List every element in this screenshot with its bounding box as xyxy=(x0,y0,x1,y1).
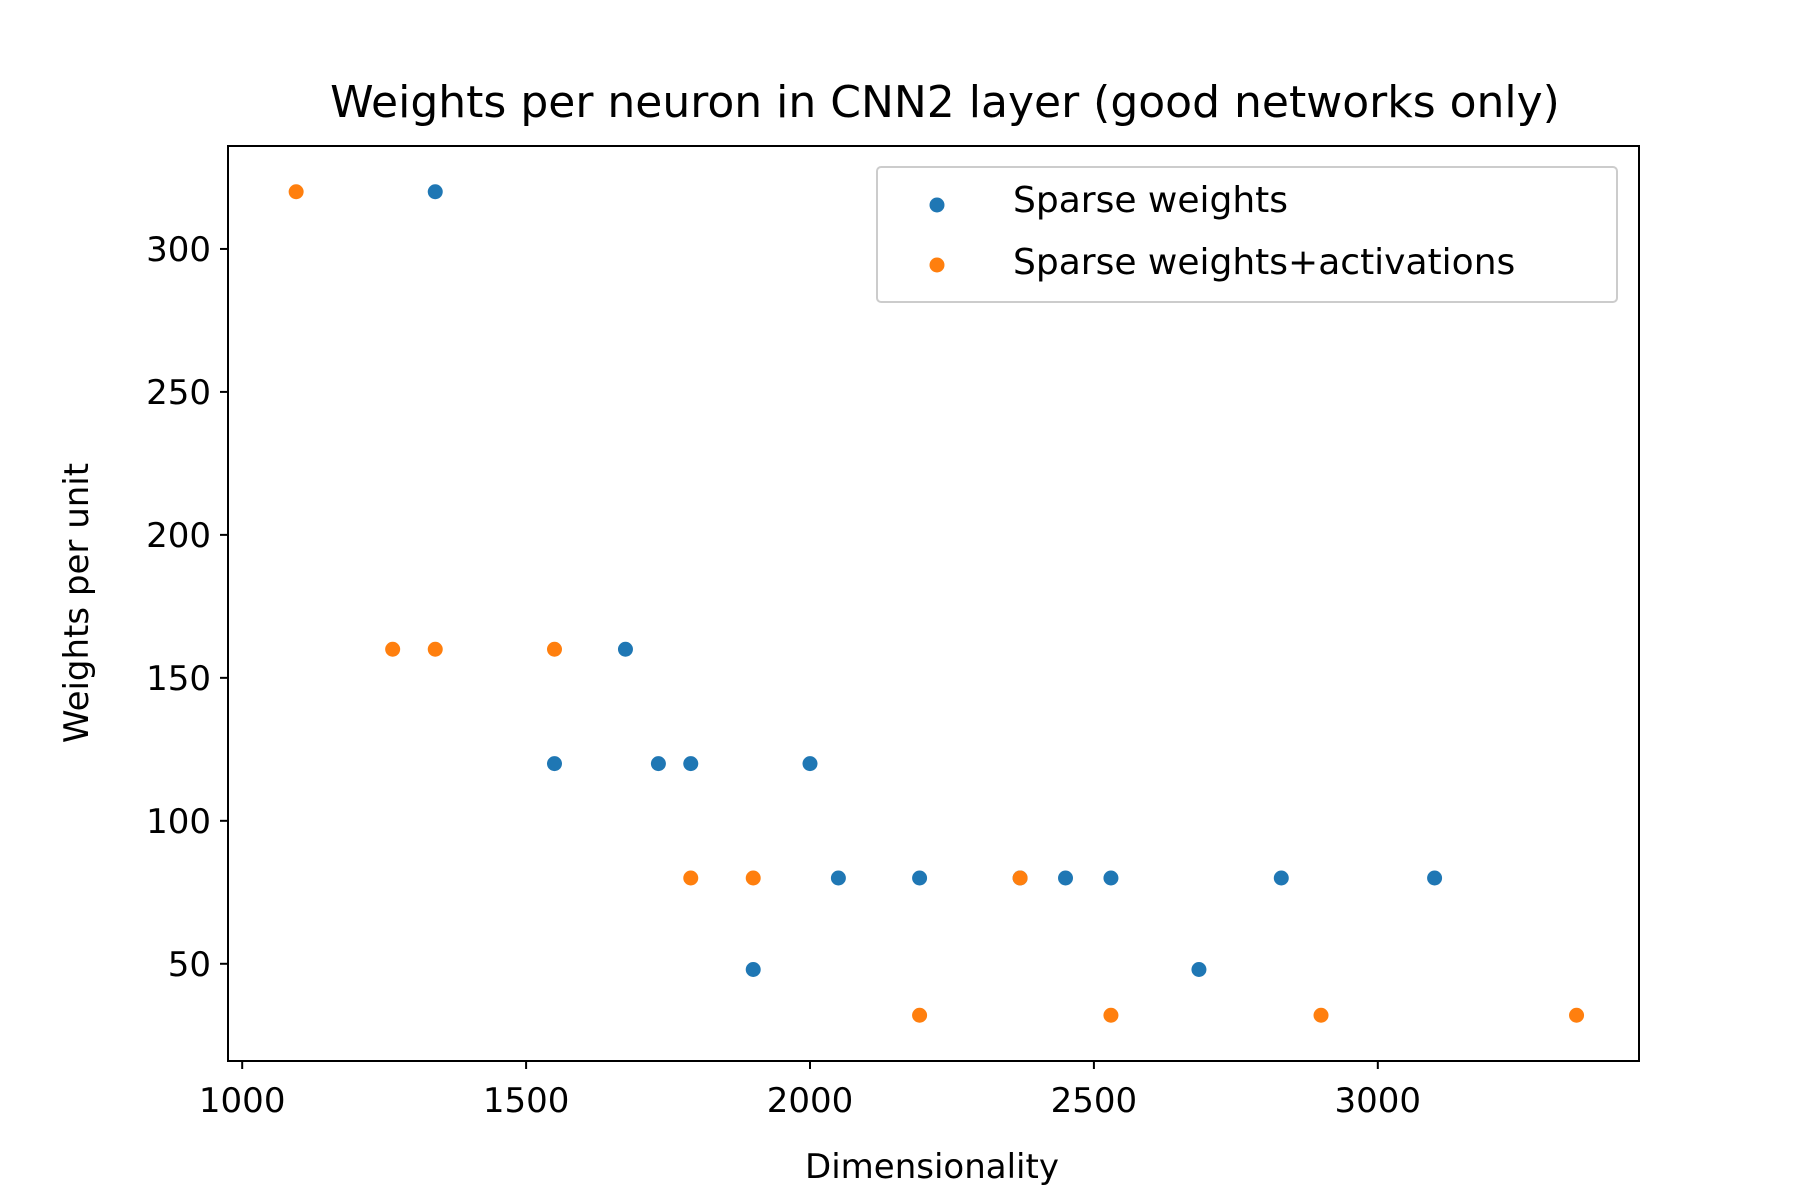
series-0-point-14 xyxy=(1191,962,1207,977)
series-0-point-10 xyxy=(1103,870,1119,886)
series-1-point-8 xyxy=(1103,1007,1119,1023)
x-axis-label: Dimensionality xyxy=(805,1147,1059,1187)
y-tick-label-5: 300 xyxy=(146,230,211,270)
x-tick-label-1: 1500 xyxy=(483,1081,570,1121)
series-1-point-9 xyxy=(1313,1007,1329,1023)
chart-title: Weights per neuron in CNN2 layer (good n… xyxy=(330,77,1560,128)
series-1-point-6 xyxy=(1012,870,1028,886)
series-1-point-1 xyxy=(385,641,401,657)
data-points xyxy=(288,184,1585,1023)
legend-label-sparse-weights-activations: Sparse weights+activations xyxy=(1013,242,1515,283)
series-1-point-0 xyxy=(288,184,304,200)
series-0-point-11 xyxy=(1273,870,1289,886)
y-tick-label-1: 100 xyxy=(146,802,211,842)
series-0-point-7 xyxy=(912,870,928,886)
plot-frame xyxy=(227,145,1640,1062)
series-1-point-10 xyxy=(1569,1007,1585,1023)
series-1-point-5 xyxy=(745,870,761,886)
series-0-point-13 xyxy=(745,962,761,977)
series-0-point-9 xyxy=(1058,870,1074,886)
x-tick-label-3: 2500 xyxy=(1051,1081,1138,1121)
y-tick-label-4: 250 xyxy=(146,373,211,413)
series-0-point-1 xyxy=(617,641,633,657)
legend-marker-sparse-weights-activations xyxy=(929,257,945,273)
legend: Sparse weights Sparse weights+activation… xyxy=(876,166,1618,303)
series-0-point-6 xyxy=(830,870,846,886)
series-0-point-2 xyxy=(546,756,562,772)
series-0-point-12 xyxy=(1427,870,1443,886)
series-1-point-3 xyxy=(546,641,562,657)
series-0-point-5 xyxy=(802,756,818,772)
x-tick-label-2: 2000 xyxy=(767,1081,854,1121)
y-tick-label-3: 200 xyxy=(146,516,211,556)
series-0-point-0 xyxy=(427,184,443,200)
legend-marker-sparse-weights xyxy=(929,197,945,213)
legend-box xyxy=(876,166,1618,303)
x-tick-label-0: 1000 xyxy=(199,1081,286,1121)
x-tick-label-4: 3000 xyxy=(1335,1081,1422,1121)
y-axis-label: Weights per unit xyxy=(57,463,97,743)
series-1-point-7 xyxy=(912,1007,928,1023)
series-1-point-4 xyxy=(683,870,699,886)
series-1-point-2 xyxy=(427,641,443,657)
series-0-point-4 xyxy=(683,756,699,772)
y-tick-label-2: 150 xyxy=(146,659,211,699)
y-tick-label-0: 50 xyxy=(168,945,211,985)
y-axis-ticks: 50 100 150 200 250 300 xyxy=(146,230,228,985)
x-axis-ticks: 1000 1500 2000 2500 3000 xyxy=(199,1061,1421,1121)
legend-label-sparse-weights: Sparse weights xyxy=(1013,180,1288,221)
series-0-point-3 xyxy=(650,756,666,772)
